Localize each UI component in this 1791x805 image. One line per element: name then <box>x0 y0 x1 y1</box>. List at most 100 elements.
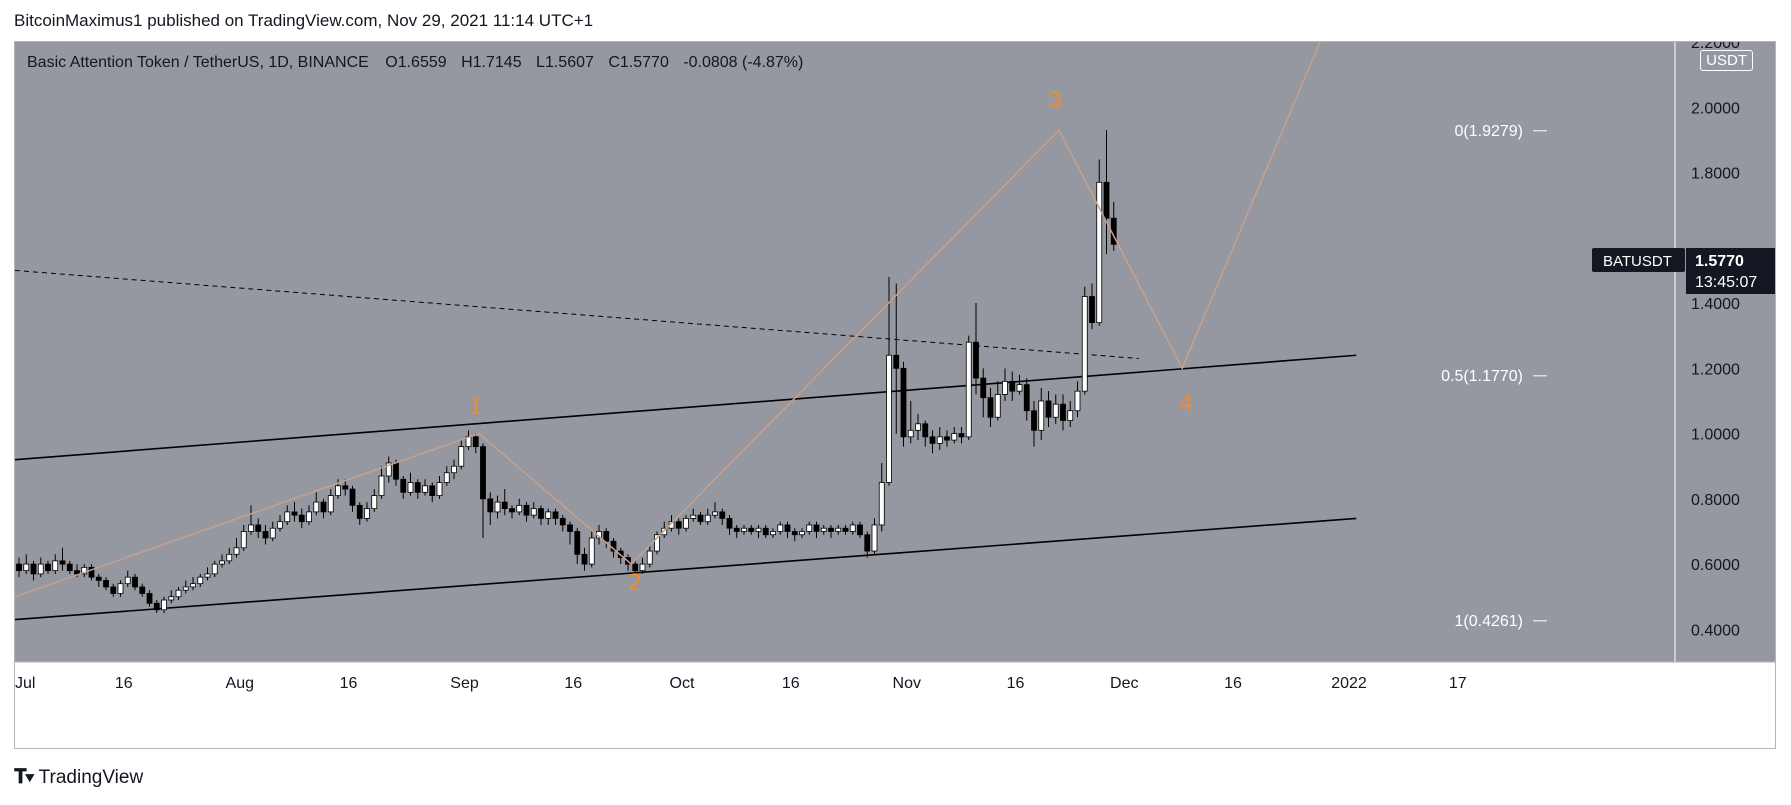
candle-body <box>313 501 320 513</box>
x-tick-label: 16 <box>1007 675 1025 692</box>
candle <box>929 430 936 454</box>
candle-body <box>1060 403 1066 421</box>
candle <box>132 573 138 591</box>
y-tick-label: 1.2000 <box>1691 361 1740 378</box>
candle-body <box>842 527 849 532</box>
candle <box>755 524 762 538</box>
publisher-caption: BitcoinMaximus1 published on TradingView… <box>14 11 594 30</box>
x-tick-label: Sep <box>450 675 479 692</box>
price-tag-bg <box>1686 248 1775 294</box>
candle-body <box>1002 380 1008 395</box>
y-tick-label: 0.8000 <box>1691 492 1740 509</box>
candle <box>574 528 581 565</box>
channel-upper-line[interactable] <box>15 354 1357 461</box>
candle <box>436 476 443 499</box>
candle <box>726 515 733 535</box>
candle-body <box>132 576 138 588</box>
y-tick-label: 0.4000 <box>1691 622 1740 639</box>
candle <box>407 472 414 496</box>
candle-body <box>857 524 863 536</box>
candle <box>161 596 167 614</box>
candle <box>980 368 987 418</box>
tradingview-brand: 𝐓▾ TradingView <box>14 766 143 789</box>
candle-body <box>980 377 987 399</box>
candle <box>429 482 436 503</box>
candle <box>501 489 508 516</box>
x-tick-label: 16 <box>782 675 800 692</box>
candle <box>588 531 595 568</box>
dashed-resistance-line[interactable] <box>15 269 1139 360</box>
plot-area[interactable] <box>15 42 1675 662</box>
candle <box>320 498 327 519</box>
candle-body <box>1052 403 1059 418</box>
candle <box>117 580 124 597</box>
candle-body <box>733 527 740 532</box>
candle <box>378 466 385 499</box>
candle <box>1045 391 1052 428</box>
elliott-wave-path[interactable] <box>15 42 1321 598</box>
candle <box>262 524 269 545</box>
candle-body <box>161 599 167 611</box>
candle-body <box>509 508 515 513</box>
candle <box>973 303 979 395</box>
candle-body <box>907 429 914 438</box>
candle-body <box>356 504 363 519</box>
candle <box>306 505 312 525</box>
candle <box>958 427 965 444</box>
x-tick-label: Oct <box>670 675 695 692</box>
candle <box>23 554 30 574</box>
candle-body <box>74 570 80 575</box>
candle-body <box>371 495 378 510</box>
candle <box>385 456 392 483</box>
price-axis-area[interactable] <box>1675 42 1775 662</box>
x-tick-label: 16 <box>340 675 358 692</box>
candle <box>443 466 450 486</box>
candle <box>987 387 994 428</box>
y-tick-label: 1.4000 <box>1691 296 1740 313</box>
candle <box>813 521 820 538</box>
channel-lower-line[interactable] <box>15 517 1357 621</box>
candle-body <box>770 531 776 536</box>
candle-body <box>835 527 842 532</box>
candle <box>16 557 22 578</box>
legend-close-value: 1.5770 <box>619 54 669 71</box>
candle <box>480 443 486 538</box>
candle-body <box>690 514 697 519</box>
x-tick-label: 17 <box>1449 675 1467 692</box>
candle-body <box>393 462 399 480</box>
candle-body <box>480 446 486 500</box>
candle <box>1016 374 1023 395</box>
candle <box>472 433 479 454</box>
candle-body <box>929 436 936 444</box>
candle-body <box>168 596 175 601</box>
candle <box>52 554 59 574</box>
candle-body <box>639 563 646 572</box>
candle <box>907 400 914 444</box>
candle-body <box>436 482 443 496</box>
candle <box>559 515 566 532</box>
candle <box>1038 387 1045 441</box>
candle <box>88 564 95 581</box>
currency-unit-button[interactable]: USDT <box>1700 50 1753 71</box>
candle <box>581 547 588 571</box>
candle <box>269 521 276 542</box>
candle <box>298 508 305 529</box>
price-chart[interactable]: 1 2 3 4 0(1.9279) 0.5(1.1770) 1(0.4261) 0.400… <box>15 42 1775 748</box>
candle <box>1060 394 1066 431</box>
candle-body <box>958 433 965 438</box>
ticker-tag-text: BATUSDT <box>1603 253 1672 270</box>
candle <box>1009 371 1016 401</box>
candle <box>530 502 537 519</box>
candle <box>965 335 972 441</box>
x-tick-label: 16 <box>564 675 582 692</box>
candle-body <box>255 524 262 532</box>
candle-body <box>530 508 537 516</box>
chart-frame[interactable]: 1 2 3 4 0(1.9279) 0.5(1.1770) 1(0.4261) 0.400… <box>14 41 1776 749</box>
legend-low-label: L <box>536 54 545 71</box>
candle-body <box>552 511 559 519</box>
candle <box>364 502 370 522</box>
candle-body <box>204 573 211 578</box>
candle <box>697 511 704 525</box>
candle <box>567 521 573 545</box>
candle-body <box>175 589 182 598</box>
